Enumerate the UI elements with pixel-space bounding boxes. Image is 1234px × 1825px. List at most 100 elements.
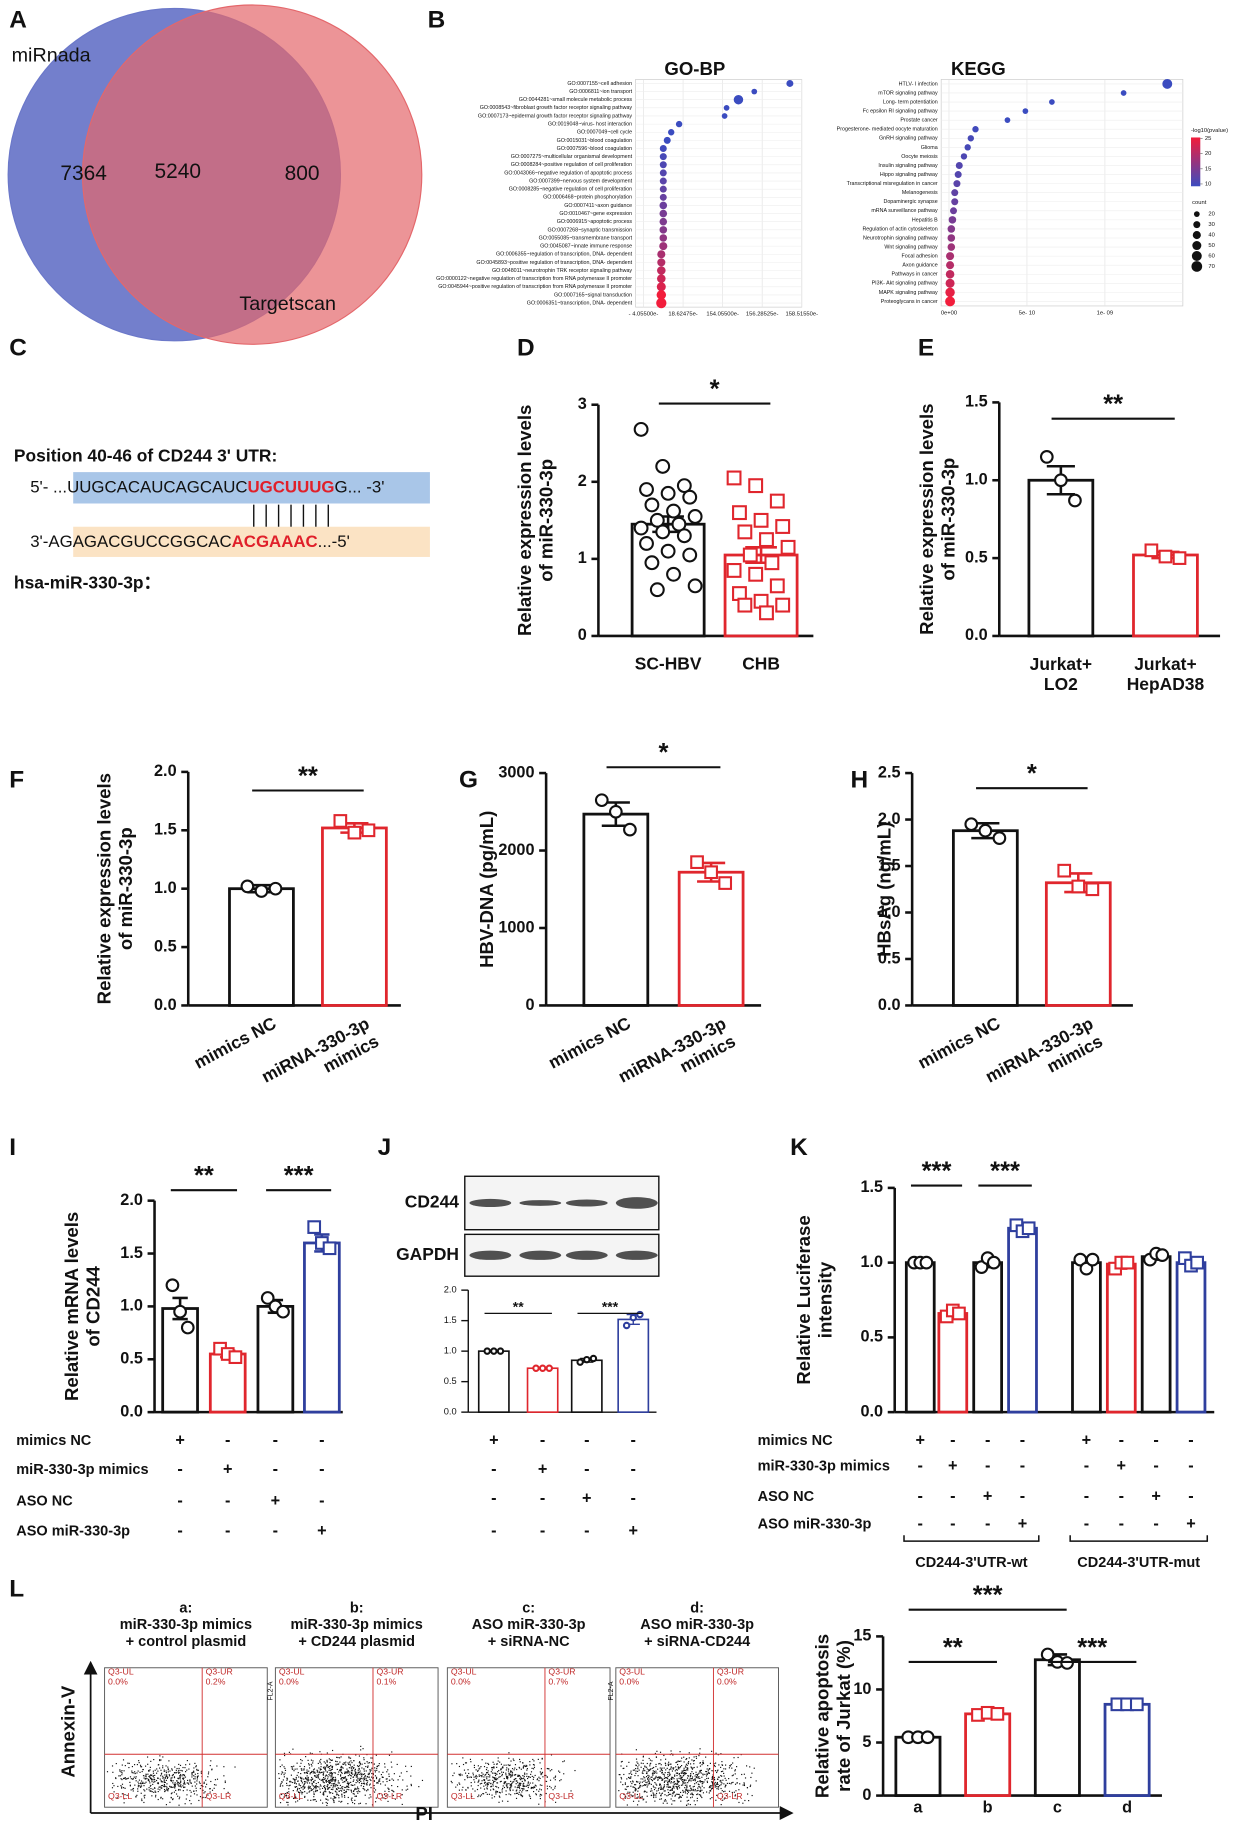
- event-dot: [149, 1766, 151, 1768]
- dot: [955, 161, 963, 169]
- event-dot: [674, 1794, 677, 1796]
- event-dot: [635, 1767, 637, 1770]
- size-legend-dot: [1193, 221, 1201, 229]
- event-dot: [676, 1788, 679, 1790]
- significance-label: **: [1103, 391, 1123, 419]
- event-dot: [648, 1757, 650, 1760]
- event-dot: [706, 1768, 708, 1770]
- data-point: [633, 520, 649, 536]
- event-dot: [506, 1767, 508, 1769]
- event-dot: [679, 1767, 681, 1769]
- event-dot: [690, 1772, 692, 1775]
- event-dot: [326, 1804, 328, 1807]
- event-dot: [626, 1765, 628, 1767]
- event-dot: [706, 1777, 708, 1780]
- event-dot: [519, 1783, 521, 1785]
- event-dot: [664, 1772, 666, 1774]
- event-dot: [518, 1787, 521, 1789]
- event-dot: [288, 1791, 290, 1793]
- event-dot: [551, 1769, 553, 1771]
- event-dot: [292, 1778, 294, 1780]
- event-dot: [655, 1763, 657, 1766]
- event-dot: [331, 1773, 333, 1775]
- y-tick-label: 1.5: [120, 1244, 143, 1262]
- event-dot: [648, 1781, 651, 1783]
- event-dot: [112, 1771, 114, 1773]
- event-dot: [500, 1763, 502, 1765]
- event-dot: [315, 1800, 317, 1802]
- event-dot: [185, 1771, 187, 1773]
- event-dot: [699, 1786, 701, 1788]
- event-dot: [723, 1783, 725, 1785]
- event-dot: [306, 1771, 308, 1773]
- event-dot: [657, 1787, 660, 1789]
- event-dot: [145, 1776, 147, 1778]
- event-dot: [522, 1767, 524, 1769]
- event-dot: [140, 1766, 142, 1768]
- size-legend-label: 30: [1208, 222, 1214, 228]
- event-dot: [172, 1780, 174, 1782]
- event-dot: [196, 1769, 198, 1771]
- significance-label: ***: [922, 1158, 952, 1186]
- y-tick-label: 0.0: [965, 626, 988, 644]
- event-dot: [310, 1789, 312, 1792]
- event-dot: [626, 1778, 628, 1780]
- event-dot: [743, 1782, 745, 1784]
- event-dot: [470, 1776, 473, 1778]
- event-dot: [673, 1783, 675, 1785]
- blot-band: [469, 1198, 512, 1208]
- event-dot: [387, 1794, 389, 1796]
- event-dot: [330, 1770, 332, 1772]
- event-dot: [731, 1791, 733, 1794]
- data-point: [490, 1347, 498, 1355]
- event-dot: [346, 1771, 348, 1773]
- event-dot: [354, 1784, 356, 1786]
- event-dot: [158, 1786, 160, 1788]
- event-dot: [749, 1785, 751, 1788]
- event-dot: [385, 1778, 387, 1780]
- event-dot: [495, 1793, 497, 1795]
- event-dot: [717, 1788, 720, 1790]
- event-dot: [115, 1777, 117, 1779]
- dot: [657, 258, 666, 267]
- event-dot: [318, 1786, 320, 1788]
- y-axis-label: Relative expression levelsof miR-330-3p: [93, 773, 135, 1004]
- event-dot: [630, 1777, 632, 1779]
- event-dot: [734, 1783, 737, 1785]
- y-tick-label: GO:0015031~blood coagulation: [557, 138, 632, 144]
- event-dot: [698, 1784, 700, 1786]
- event-dot: [308, 1791, 310, 1793]
- event-dot: [132, 1787, 135, 1790]
- event-dot: [517, 1792, 519, 1794]
- event-dot: [319, 1769, 321, 1771]
- event-dot: [507, 1764, 509, 1766]
- event-dot: [535, 1785, 537, 1787]
- event-dot: [635, 1789, 637, 1791]
- event-dot: [347, 1775, 349, 1777]
- event-dot: [663, 1787, 665, 1789]
- event-dot: [204, 1791, 206, 1793]
- event-dot: [691, 1771, 693, 1773]
- event-dot: [716, 1770, 718, 1772]
- event-dot: [713, 1776, 715, 1779]
- event-dot: [200, 1771, 202, 1773]
- event-dot: [518, 1793, 520, 1796]
- event-dot: [630, 1794, 632, 1796]
- dot: [657, 274, 666, 283]
- event-dot: [493, 1766, 495, 1768]
- event-dot: [690, 1787, 692, 1789]
- event-dot: [302, 1786, 304, 1788]
- event-dot: [325, 1798, 327, 1800]
- y-tick-label: GO:0008284~positive regulation of cell p…: [511, 162, 632, 168]
- event-dot: [162, 1767, 164, 1769]
- event-dot: [348, 1756, 350, 1758]
- dot: [951, 198, 959, 206]
- event-dot: [358, 1768, 360, 1770]
- event-dot: [388, 1773, 390, 1775]
- data-point: [660, 543, 676, 559]
- event-dot: [331, 1767, 333, 1769]
- dot: [721, 113, 728, 119]
- event-dot: [724, 1786, 726, 1788]
- condition-sign: -: [1188, 1487, 1193, 1505]
- y-tick-label: GO:0055085~transmembrane transport: [539, 235, 633, 241]
